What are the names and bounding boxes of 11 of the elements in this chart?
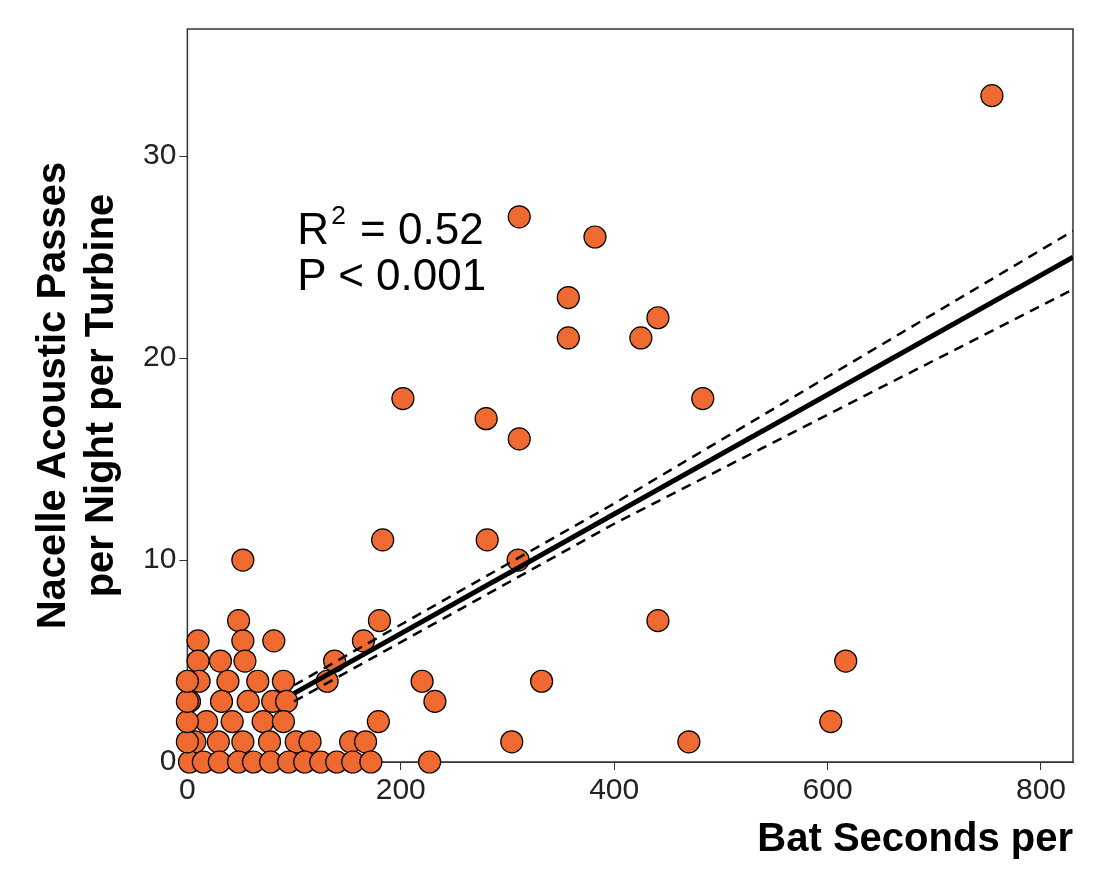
y-axis-title: Nacelle Acoustic Passes per Night per Turbine (29, 161, 122, 630)
y-tick-label: 20 (142, 339, 177, 373)
y-tick-label: 10 (142, 541, 177, 575)
annotation: P < 0.001 (297, 250, 487, 299)
y-tick-label: 0 (159, 743, 177, 777)
y-tick-label: 30 (142, 137, 177, 171)
x-tick-label: 600 (802, 772, 853, 806)
x-axis-title: Bat Seconds per (757, 815, 1073, 860)
x-tick-label: 400 (589, 772, 640, 806)
x-tick-label: 200 (375, 772, 426, 806)
x-tick-label: 800 (1015, 772, 1067, 806)
